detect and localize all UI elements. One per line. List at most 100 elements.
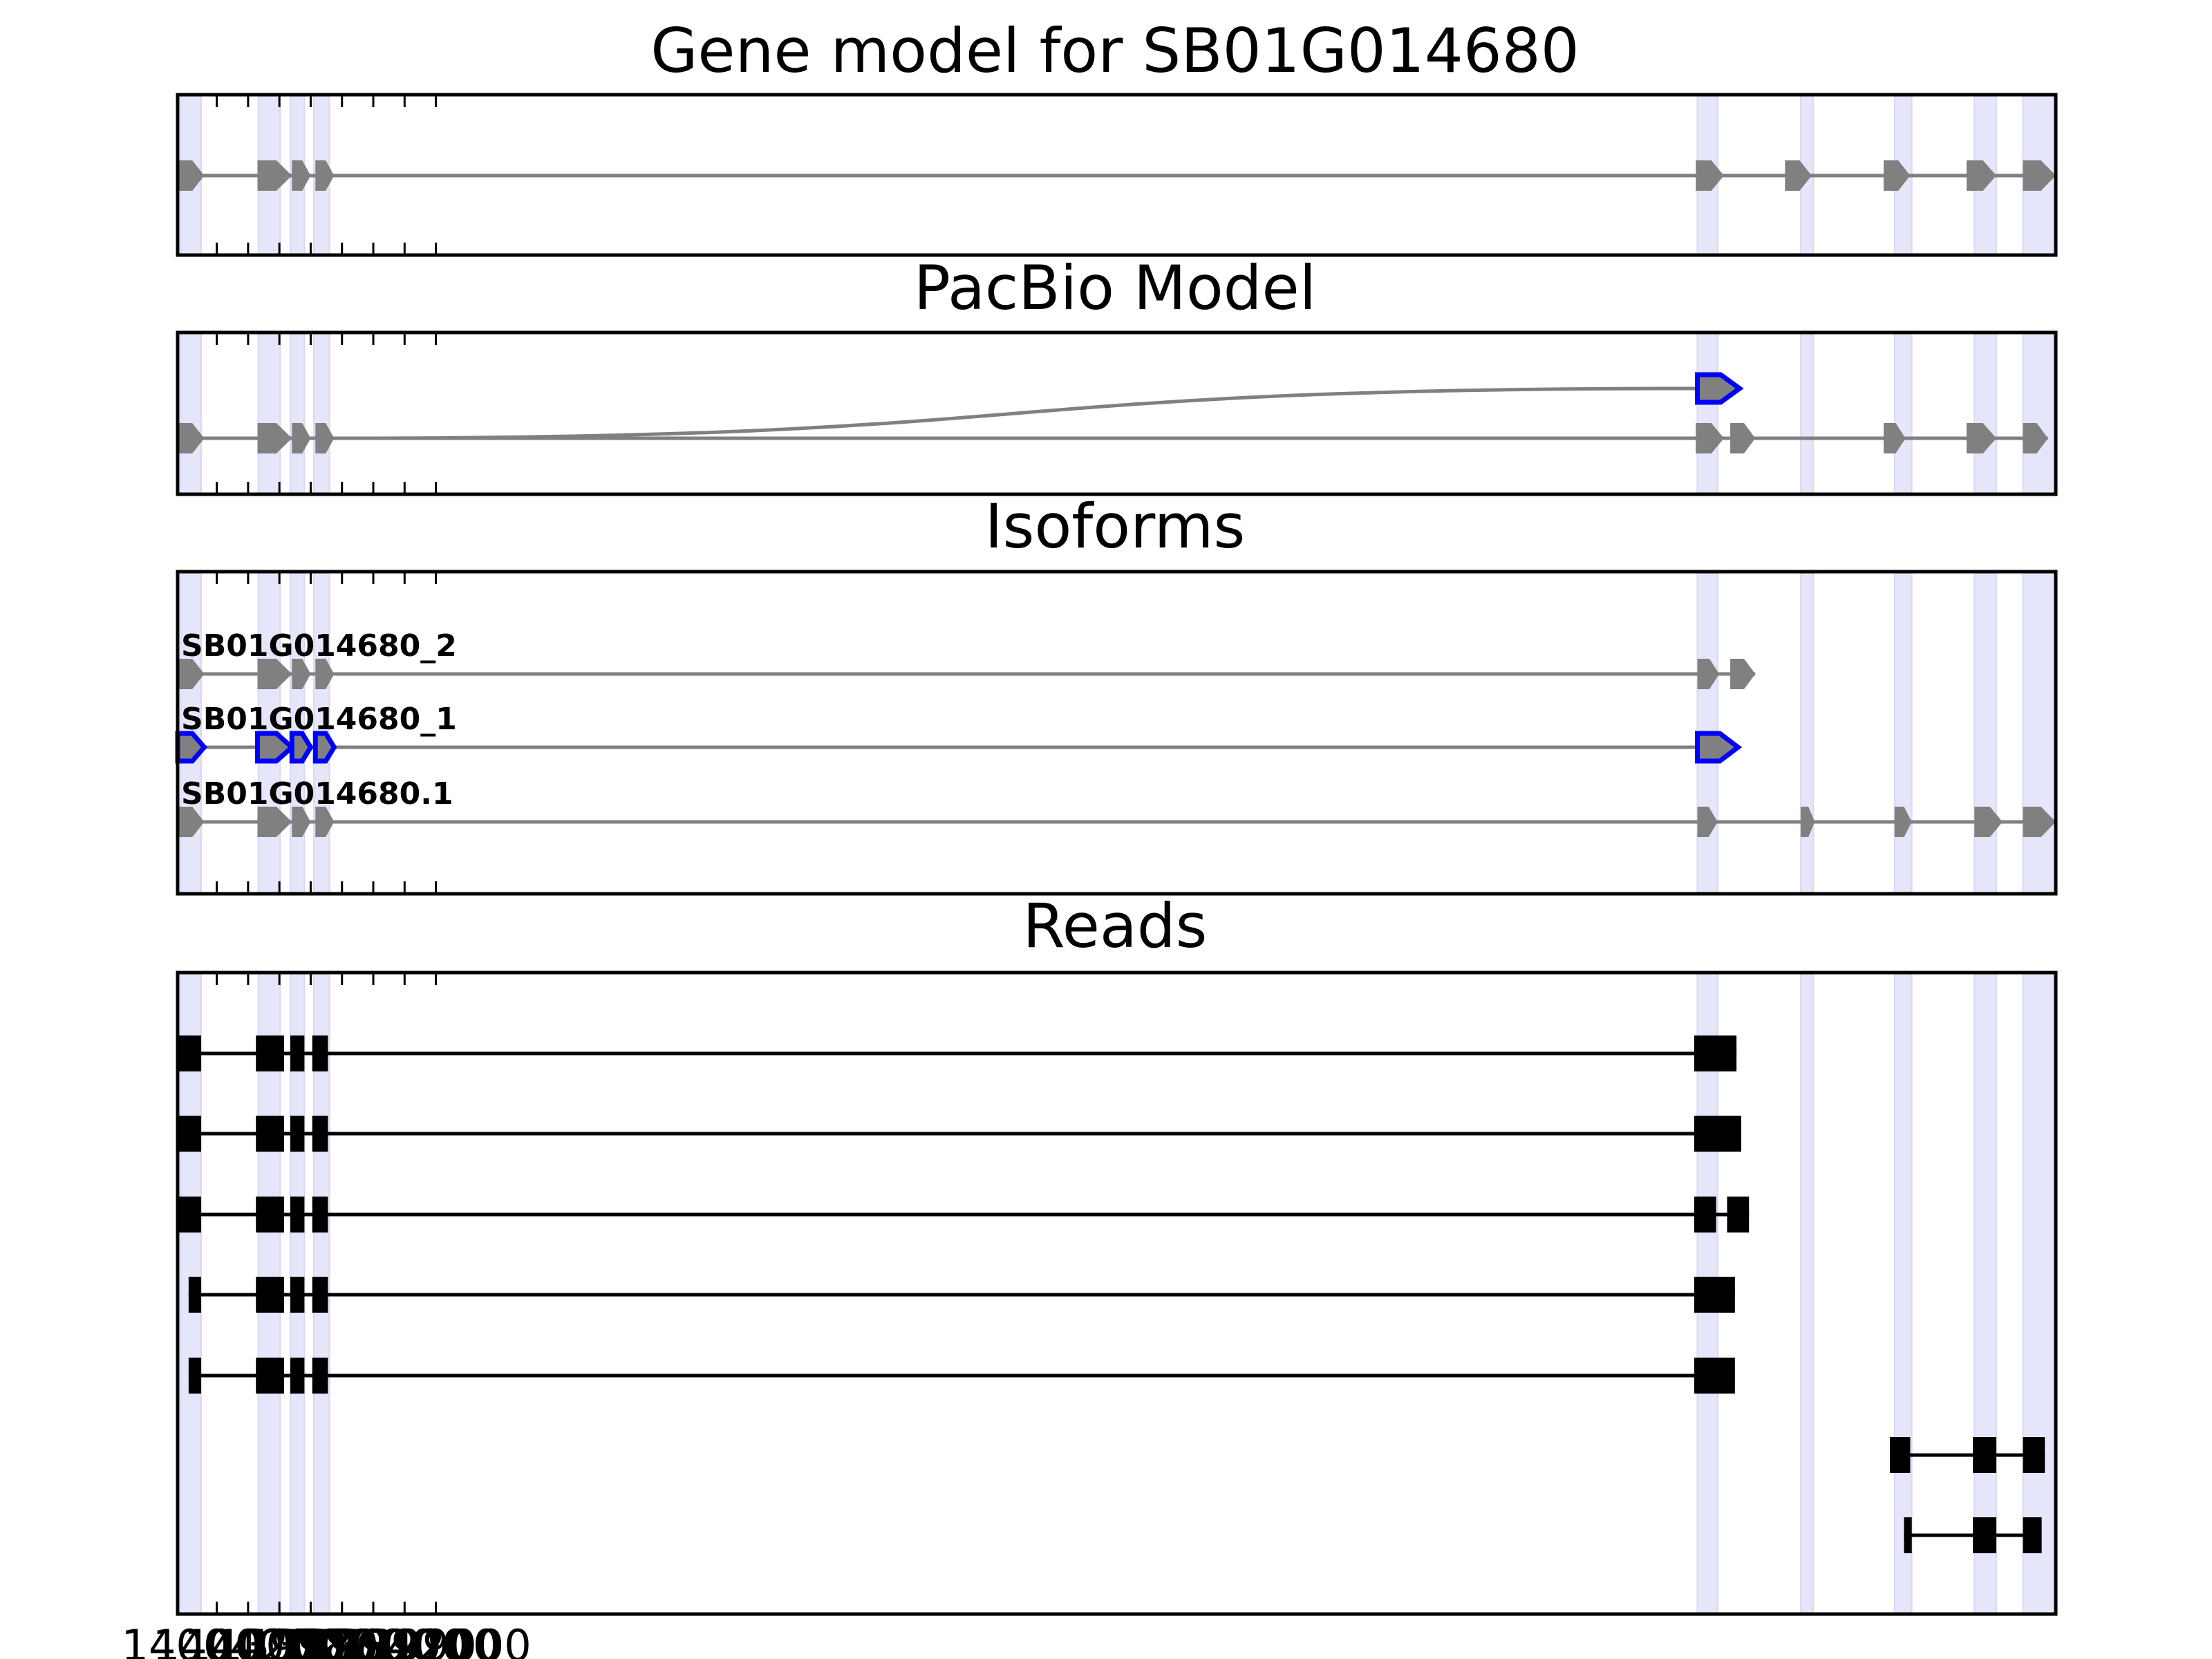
exon xyxy=(1966,423,1996,453)
exon xyxy=(1696,423,1724,453)
x-tick-label: 1399800 xyxy=(215,1620,406,1659)
shaded-region xyxy=(1799,571,1815,894)
read-block xyxy=(1972,1437,1996,1473)
panel-gene-model: Gene model for SB01G014680 xyxy=(176,15,2058,257)
gene-model-content xyxy=(176,93,2058,257)
exon xyxy=(1883,423,1906,453)
reads-content xyxy=(176,971,2058,1616)
exon xyxy=(1894,807,1912,837)
panel-title-reads: Reads xyxy=(1023,890,1208,962)
exon xyxy=(257,160,292,191)
isoforms-content: SB01G014680_2 SB01G014680_1 SB01G014680.1 xyxy=(175,570,2058,896)
exon xyxy=(1966,160,1996,191)
shaded-region xyxy=(1799,972,1815,1615)
shaded-region xyxy=(290,332,306,495)
x-tick-label: 1399400 xyxy=(278,1620,469,1659)
read-block xyxy=(312,1116,328,1152)
read-block xyxy=(312,1358,328,1394)
read-block xyxy=(1694,1197,1716,1232)
shaded-region xyxy=(1974,332,1997,495)
x-tick-label: 1400200 xyxy=(153,1620,344,1659)
exon xyxy=(178,423,205,453)
shaded-region xyxy=(312,332,330,495)
exon xyxy=(257,807,292,837)
exon xyxy=(2023,160,2056,191)
exon xyxy=(1785,160,1812,191)
novel-exon xyxy=(289,731,314,764)
read-block xyxy=(290,1277,305,1313)
read-block xyxy=(1694,1116,1741,1152)
exon xyxy=(257,659,292,689)
exon xyxy=(292,423,311,453)
shaded-region xyxy=(1893,571,1913,894)
x-tick-label: 1399000 xyxy=(341,1620,532,1659)
read-block xyxy=(256,1358,284,1394)
exon xyxy=(1696,160,1724,191)
shaded-region xyxy=(180,332,202,495)
exon xyxy=(257,423,292,453)
exon xyxy=(2023,423,2048,453)
panel-title-gene-model: Gene model for SB01G014680 xyxy=(650,15,1580,86)
axes-frame xyxy=(176,570,2058,896)
shaded-region xyxy=(257,332,281,495)
read-block xyxy=(2023,1517,2042,1553)
exon xyxy=(315,807,335,837)
exon xyxy=(178,659,205,689)
isoform-label: SB01G014680.1 xyxy=(181,776,453,812)
x-tick-label: 1400000 xyxy=(184,1620,375,1659)
read-block xyxy=(290,1035,305,1071)
read-block xyxy=(188,1277,201,1313)
read-block xyxy=(178,1035,201,1071)
novel-exon xyxy=(1695,372,1744,405)
read-block xyxy=(290,1358,305,1394)
read-block xyxy=(312,1197,328,1232)
read-block xyxy=(178,1197,201,1232)
novel-exon xyxy=(1695,731,1743,764)
read-block xyxy=(256,1116,284,1152)
x-tick-label: 1399200 xyxy=(309,1620,500,1659)
exon xyxy=(1800,807,1815,837)
exon xyxy=(1697,807,1718,837)
x-tick-label: 1399600 xyxy=(247,1620,438,1659)
x-axis-tick-labels: 1400400140020014000001399800139960013994… xyxy=(122,1620,532,1659)
panel-isoforms: Isoforms SB01G014680_2SB01G014680_1SB01G… xyxy=(175,491,2058,896)
exon xyxy=(1883,160,1911,191)
exon xyxy=(292,160,311,191)
read-block xyxy=(290,1197,305,1232)
read-block xyxy=(290,1116,305,1152)
read-block xyxy=(312,1035,328,1071)
isoform-label: SB01G014680_2 xyxy=(181,628,457,664)
splice-curve xyxy=(334,386,1698,440)
axes-frame xyxy=(176,93,2058,257)
shaded-region xyxy=(2022,972,2055,1615)
read-block xyxy=(178,1116,201,1152)
read-block xyxy=(312,1277,328,1313)
shaded-region xyxy=(1696,332,1718,495)
shaded-region xyxy=(2022,332,2055,495)
novel-exon xyxy=(312,731,337,764)
exon xyxy=(1697,659,1720,689)
exon xyxy=(2023,807,2056,837)
axes-frame xyxy=(176,971,2058,1616)
axes-frame xyxy=(176,330,2058,496)
exon xyxy=(1730,423,1756,453)
exon xyxy=(292,807,311,837)
panel-title-pacbio-model: PacBio Model xyxy=(914,252,1316,324)
shaded-region xyxy=(2022,571,2055,894)
exon xyxy=(178,160,205,191)
x-tick-label: 1400400 xyxy=(122,1620,312,1659)
shaded-region xyxy=(1974,972,1997,1615)
read-block xyxy=(1694,1035,1737,1071)
exon xyxy=(178,807,205,837)
panel-pacbio-model: PacBio Model xyxy=(176,252,2058,496)
read-block xyxy=(1889,1437,1911,1473)
panel-reads: Reads xyxy=(176,890,2058,1616)
exon xyxy=(1730,659,1756,689)
shaded-region xyxy=(1974,571,1997,894)
exon xyxy=(315,423,335,453)
read-block xyxy=(2023,1437,2045,1473)
pacbio-model-content xyxy=(176,330,2058,496)
isoform-label: SB01G014680_1 xyxy=(181,702,457,737)
read-block xyxy=(256,1197,284,1232)
